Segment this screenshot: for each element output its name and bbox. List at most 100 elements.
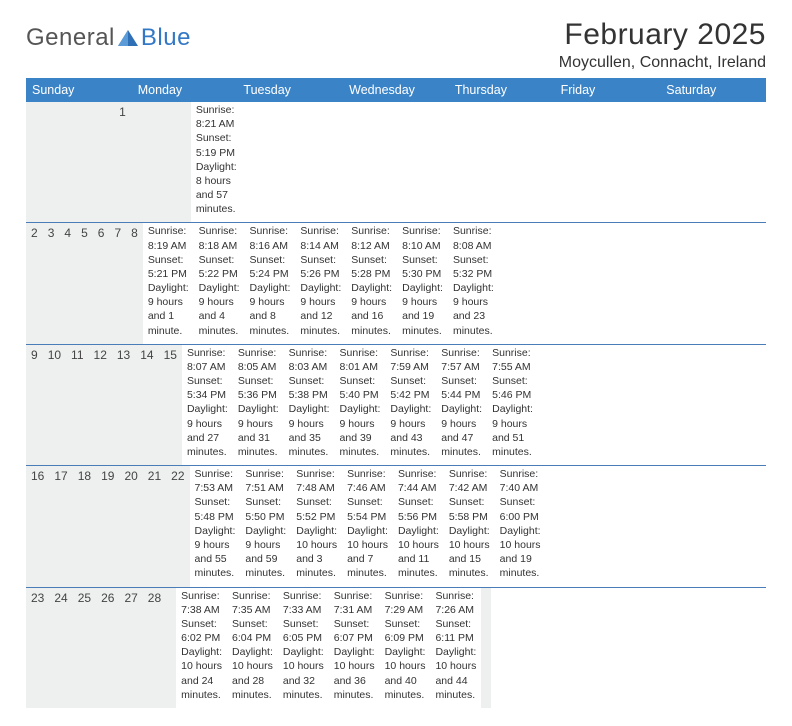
sunset-text: Sunset: 6:00 PM [500,495,541,523]
sunset-text: Sunset: 6:02 PM [181,617,222,645]
day-number: 23 [26,588,49,708]
daylight-text: Daylight: 9 hours and 51 minutes. [492,402,533,459]
daylight-text: Daylight: 10 hours and 19 minutes. [500,524,541,581]
sunset-text: Sunset: 6:05 PM [283,617,324,645]
sunrise-text: Sunrise: 8:19 AM [148,224,189,252]
day-number: 4 [59,223,76,343]
sunrise-text: Sunrise: 7:40 AM [500,467,541,495]
day-number [99,102,114,222]
day-cell: Sunrise: 8:14 AMSunset: 5:26 PMDaylight:… [295,223,346,343]
daylight-text: Daylight: 9 hours and 8 minutes. [250,281,291,338]
day-cell: Sunrise: 7:40 AMSunset: 6:00 PMDaylight:… [495,466,546,586]
day-number: 7 [109,223,126,343]
day-cell: Sunrise: 8:12 AMSunset: 5:28 PMDaylight:… [346,223,397,343]
sunset-text: Sunset: 5:28 PM [351,253,392,281]
sunrise-text: Sunrise: 7:26 AM [435,589,476,617]
month-title: February 2025 [559,18,766,52]
sunrise-text: Sunrise: 7:44 AM [398,467,439,495]
weekday-label: Tuesday [237,78,343,102]
sunset-text: Sunset: 5:54 PM [347,495,388,523]
sunset-text: Sunset: 5:36 PM [238,374,279,402]
day-number: 26 [96,588,119,708]
daynum-row: 2345678 [26,223,143,343]
daylight-text: Daylight: 9 hours and 35 minutes. [289,402,330,459]
day-number: 16 [26,466,49,586]
daynum-row: 1 [26,102,131,222]
daylight-text: Daylight: 9 hours and 47 minutes. [441,402,482,459]
sunset-text: Sunset: 5:22 PM [199,253,240,281]
sunrise-text: Sunrise: 7:42 AM [449,467,490,495]
day-number: 3 [43,223,60,343]
day-number: 19 [96,466,119,586]
daynum-row: 232425262728 [26,588,176,708]
sunset-text: Sunset: 6:04 PM [232,617,273,645]
sunrise-text: Sunrise: 7:33 AM [283,589,324,617]
sunset-text: Sunset: 5:34 PM [187,374,228,402]
day-cell: Sunrise: 7:57 AMSunset: 5:44 PMDaylight:… [436,345,487,465]
sunrise-text: Sunrise: 7:35 AM [232,589,273,617]
sunset-text: Sunset: 6:07 PM [334,617,375,645]
day-cell: Sunrise: 8:05 AMSunset: 5:36 PMDaylight:… [233,345,284,465]
calendar-week: 1Sunrise: 8:21 AMSunset: 5:19 PMDaylight… [26,102,766,222]
daylight-text: Daylight: 9 hours and 23 minutes. [453,281,494,338]
day-cell [131,102,141,222]
day-cell [161,102,171,222]
calendar-week: 232425262728Sunrise: 7:38 AMSunset: 6:02… [26,587,766,708]
sunrise-text: Sunrise: 8:18 AM [199,224,240,252]
day-number [85,102,100,222]
day-number [166,588,176,708]
weekday-label: Sunday [26,78,132,102]
day-cell: Sunrise: 7:59 AMSunset: 5:42 PMDaylight:… [385,345,436,465]
sunset-text: Sunset: 5:46 PM [492,374,533,402]
sunrise-text: Sunrise: 8:08 AM [453,224,494,252]
weekday-label: Wednesday [343,78,449,102]
day-cell [151,102,161,222]
sunrise-text: Sunrise: 7:29 AM [385,589,426,617]
day-body-row: Sunrise: 8:21 AMSunset: 5:19 PMDaylight:… [131,102,242,222]
sunset-text: Sunset: 5:19 PM [196,131,237,159]
day-cell [141,102,151,222]
daylight-text: Daylight: 9 hours and 1 minute. [148,281,189,338]
day-cell [171,102,181,222]
day-cell: Sunrise: 8:10 AMSunset: 5:30 PMDaylight:… [397,223,448,343]
sunrise-text: Sunrise: 8:21 AM [196,103,237,131]
calendar-week: 2345678Sunrise: 8:19 AMSunset: 5:21 PMDa… [26,222,766,343]
sunrise-text: Sunrise: 7:31 AM [334,589,375,617]
sunrise-text: Sunrise: 8:16 AM [250,224,291,252]
sunrise-text: Sunrise: 8:05 AM [238,346,279,374]
daylight-text: Daylight: 9 hours and 27 minutes. [187,402,228,459]
day-cell [181,102,191,222]
weekday-label: Thursday [449,78,555,102]
day-number: 8 [126,223,143,343]
day-cell: Sunrise: 7:31 AMSunset: 6:07 PMDaylight:… [329,588,380,708]
day-body-row: Sunrise: 8:07 AMSunset: 5:34 PMDaylight:… [182,345,538,465]
daylight-text: Daylight: 10 hours and 24 minutes. [181,645,222,702]
calendar-week: 16171819202122Sunrise: 7:53 AMSunset: 5:… [26,465,766,586]
day-number [55,102,70,222]
sunset-text: Sunset: 5:30 PM [402,253,443,281]
day-number: 17 [49,466,72,586]
title-block: February 2025 Moycullen, Connacht, Irela… [559,18,766,72]
sunset-text: Sunset: 5:56 PM [398,495,439,523]
sunset-text: Sunset: 5:21 PM [148,253,189,281]
day-number: 13 [112,345,135,465]
day-number: 5 [76,223,93,343]
day-cell: Sunrise: 8:16 AMSunset: 5:24 PMDaylight:… [245,223,296,343]
daylight-text: Daylight: 9 hours and 4 minutes. [199,281,240,338]
daylight-text: Daylight: 10 hours and 44 minutes. [435,645,476,702]
sunset-text: Sunset: 5:48 PM [195,495,236,523]
day-cell: Sunrise: 8:03 AMSunset: 5:38 PMDaylight:… [284,345,335,465]
day-number: 9 [26,345,43,465]
day-cell: Sunrise: 7:53 AMSunset: 5:48 PMDaylight:… [190,466,241,586]
location-text: Moycullen, Connacht, Ireland [559,54,766,72]
day-number: 24 [49,588,72,708]
daylight-text: Daylight: 10 hours and 32 minutes. [283,645,324,702]
sunset-text: Sunset: 5:58 PM [449,495,490,523]
day-number: 11 [66,345,88,465]
weekday-label: Saturday [660,78,766,102]
daylight-text: Daylight: 10 hours and 11 minutes. [398,524,439,581]
daylight-text: Daylight: 9 hours and 43 minutes. [390,402,431,459]
sunrise-text: Sunrise: 7:53 AM [195,467,236,495]
logo-text-1: General [26,24,115,52]
sunset-text: Sunset: 5:44 PM [441,374,482,402]
